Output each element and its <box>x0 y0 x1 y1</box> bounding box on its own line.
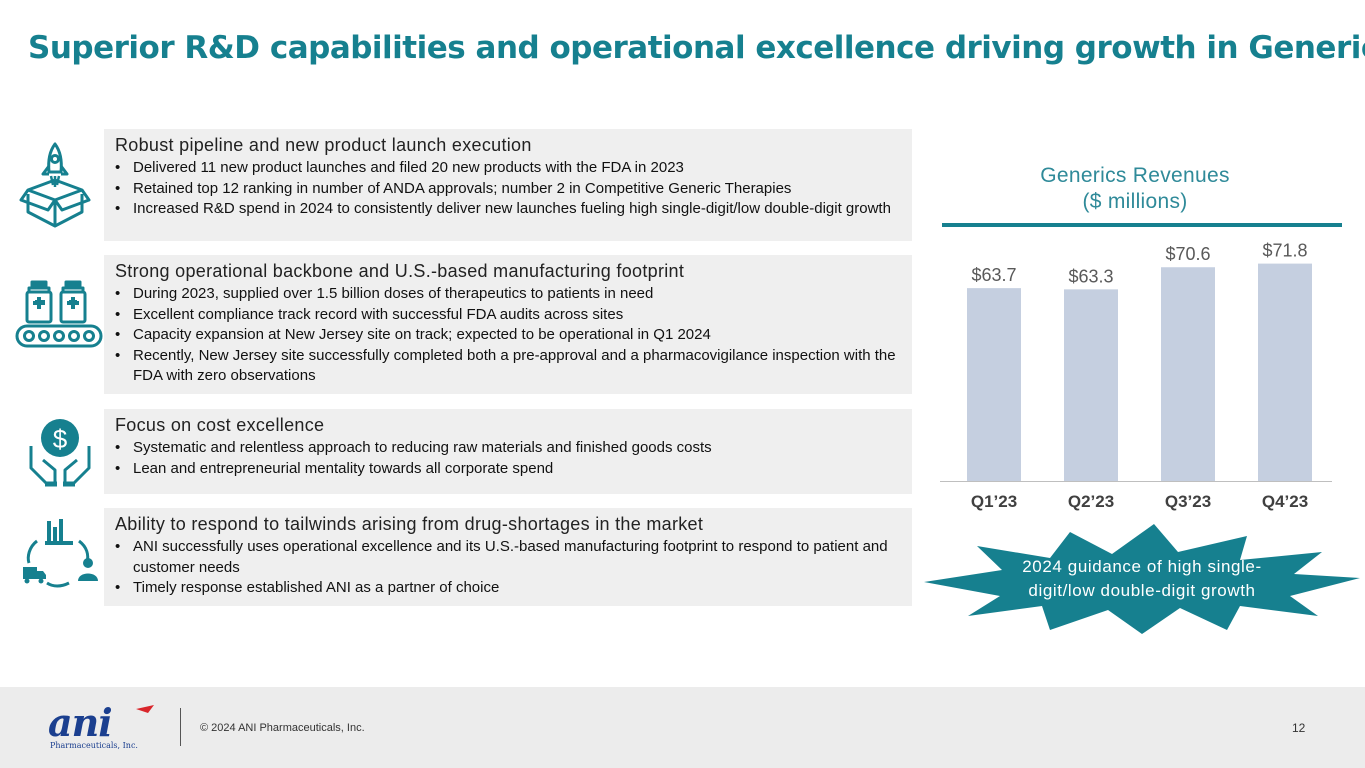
footer-divider <box>180 708 181 746</box>
x-tick-label: Q2’23 <box>1068 492 1114 511</box>
page-number: 12 <box>1292 721 1306 735</box>
svg-text:Pharmaceuticals, Inc.: Pharmaceuticals, Inc. <box>50 741 138 750</box>
section-operations: Strong operational backbone and U.S.-bas… <box>104 255 912 394</box>
chart-title-line: ($ millions) <box>1082 190 1188 213</box>
section-heading: Strong operational backbone and U.S.-bas… <box>115 261 685 281</box>
section-heading: Focus on cost excellence <box>115 415 325 435</box>
guidance-text-line: 2024 guidance of high single- <box>1022 557 1262 576</box>
bar-3 <box>1161 267 1215 481</box>
data-label: $63.7 <box>971 265 1016 285</box>
guidance-text-line: digit/low double-digit growth <box>1028 581 1255 600</box>
svg-text:$: $ <box>53 424 68 454</box>
supply-cycle-icon <box>15 515 105 605</box>
copyright-text: © 2024 ANI Pharmaceuticals, Inc. <box>200 722 365 734</box>
medicine-conveyor-icon <box>15 278 105 368</box>
section-heading: Ability to respond to tailwinds arising … <box>115 514 704 534</box>
bullet-item: During 2023, supplied over 1.5 billion d… <box>115 284 902 305</box>
hands-dollar-icon: $ <box>15 410 105 500</box>
bullet-item: Increased R&D spend in 2024 to consisten… <box>115 199 902 220</box>
chart-title-rule <box>942 223 1342 227</box>
bullet-item: Excellent compliance track record with s… <box>115 305 902 326</box>
page-title: Superior R&D capabilities and operationa… <box>28 30 1365 66</box>
generics-revenue-chart: $63.7 Q1’23 $63.3 Q2’23 $70.6 Q3’23 $71.8 Q4’23 <box>940 241 1332 511</box>
guidance-burst: 2024 guidance of high single- digit/low … <box>924 524 1360 634</box>
bullet-item: Recently, New Jersey site successfully c… <box>115 346 902 387</box>
bullet-item: Systematic and relentless approach to re… <box>115 438 902 459</box>
x-tick-label: Q4’23 <box>1262 492 1308 511</box>
bar-1 <box>967 288 1021 481</box>
bullet-item: Capacity expansion at New Jersey site on… <box>115 325 902 346</box>
bar-4 <box>1258 263 1312 481</box>
chart-title-line: Generics Revenues <box>1040 164 1230 187</box>
bullet-item: Lean and entrepreneurial mentality towar… <box>115 459 902 480</box>
data-label: $71.8 <box>1262 241 1307 261</box>
bullet-item: Retained top 12 ranking in number of AND… <box>115 179 902 200</box>
svg-text:ani: ani <box>48 703 112 745</box>
bar-2 <box>1064 289 1118 481</box>
bullet-item: ANI successfully uses operational excell… <box>115 537 902 578</box>
x-tick-label: Q1’23 <box>971 492 1017 511</box>
section-cost: Focus on cost excellence Systematic and … <box>104 409 912 494</box>
section-heading: Robust pipeline and new product launch e… <box>115 135 532 155</box>
footer-bar <box>0 687 1365 768</box>
data-label: $63.3 <box>1068 266 1113 286</box>
section-rd-pipeline: Robust pipeline and new product launch e… <box>104 129 912 241</box>
ani-logo: ani Pharmaceuticals, Inc. <box>48 703 154 750</box>
rocket-launch-box-icon <box>15 138 105 228</box>
data-label: $70.6 <box>1165 244 1210 264</box>
section-drug-shortages: Ability to respond to tailwinds arising … <box>104 508 912 606</box>
x-tick-label: Q3’23 <box>1165 492 1211 511</box>
bullet-item: Timely response established ANI as a par… <box>115 578 902 599</box>
chart-title: Generics Revenues ($ millions) <box>985 163 1285 215</box>
bullet-item: Delivered 11 new product launches and fi… <box>115 158 902 179</box>
